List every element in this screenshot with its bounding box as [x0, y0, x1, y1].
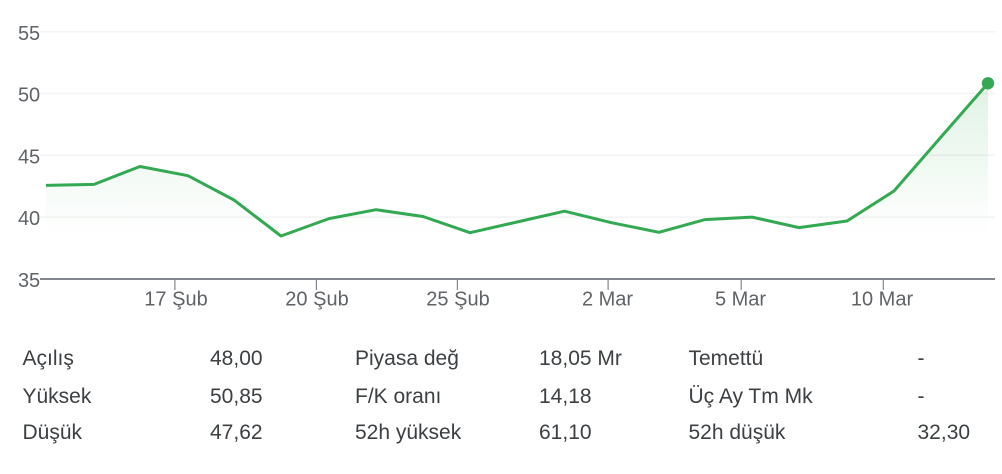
svg-text:55: 55 [18, 23, 40, 45]
svg-text:20 Şub: 20 Şub [285, 289, 348, 311]
svg-text:35: 35 [18, 270, 40, 292]
svg-text:17 Şub: 17 Şub [144, 289, 207, 311]
svg-text:45: 45 [18, 146, 40, 168]
svg-text:10 Mar: 10 Mar [851, 289, 914, 311]
svg-text:40: 40 [18, 208, 40, 230]
svg-text:50: 50 [18, 85, 40, 107]
svg-text:5 Mar: 5 Mar [715, 289, 766, 311]
svg-text:25 Şub: 25 Şub [426, 289, 489, 311]
svg-text:2 Mar: 2 Mar [582, 289, 633, 311]
